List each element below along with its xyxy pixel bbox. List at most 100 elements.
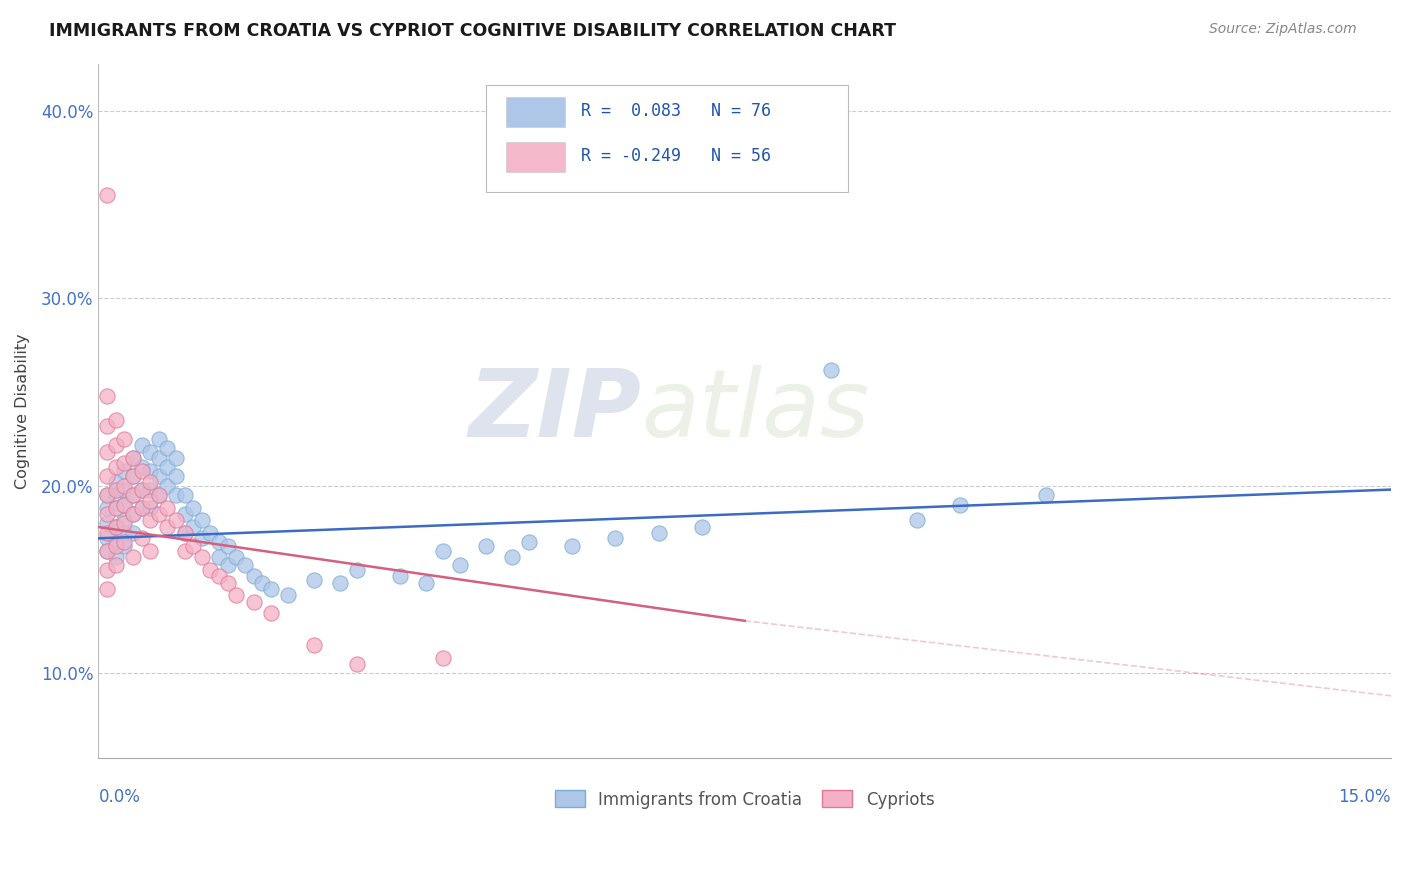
FancyBboxPatch shape [506,142,565,172]
Point [104,558,127,572]
Point [148,450,170,465]
Point [96,488,118,502]
Point [104,550,127,565]
Point [122,488,145,502]
Point [104,483,127,497]
Point [517,535,540,549]
Point [501,550,523,565]
Point [181,539,204,553]
Point [173,507,195,521]
Point [131,460,153,475]
Point [112,539,135,553]
Point [122,507,145,521]
Point [148,469,170,483]
Point [104,535,127,549]
Point [148,488,170,502]
Point [104,437,127,451]
Point [225,550,247,565]
Point [122,550,145,565]
Point [1035,488,1057,502]
Point [96,188,118,202]
Point [242,595,264,609]
Point [96,544,118,558]
Point [233,558,256,572]
Point [122,450,145,465]
Point [96,445,118,459]
Point [277,588,299,602]
Point [96,563,118,577]
Point [200,525,222,540]
Point [148,507,170,521]
Point [131,501,153,516]
Point [561,539,583,553]
Point [104,413,127,427]
Point [131,483,153,497]
Point [122,450,145,465]
Point [112,535,135,549]
Point [191,531,214,545]
Point [690,520,713,534]
Point [112,483,135,497]
Point [415,576,437,591]
Point [112,498,135,512]
Point [139,483,162,497]
Point [104,520,127,534]
Point [96,469,118,483]
Point [173,488,195,502]
Point [131,501,153,516]
Point [122,469,145,483]
Point [165,488,187,502]
Point [389,569,412,583]
Point [96,531,118,545]
Point [346,657,368,671]
Point [139,475,162,489]
Point [112,525,135,540]
Point [122,469,145,483]
Point [131,437,153,451]
Text: ZIP: ZIP [468,365,641,457]
Point [131,531,153,545]
Text: R =  0.083   N = 76: R = 0.083 N = 76 [581,102,770,120]
Point [139,544,162,558]
Point [96,582,118,596]
Point [165,450,187,465]
Point [432,651,454,665]
Point [181,520,204,534]
Point [200,563,222,577]
Point [250,576,273,591]
Legend: Immigrants from Croatia, Cypriots: Immigrants from Croatia, Cypriots [548,784,941,815]
Point [112,456,135,470]
Point [122,525,145,540]
Point [96,389,118,403]
Point [131,464,153,478]
Point [139,512,162,526]
Point [208,550,231,565]
Point [191,550,214,565]
Point [156,460,179,475]
Point [156,442,179,456]
Point [260,607,283,621]
Point [225,588,247,602]
Point [191,512,214,526]
Point [208,535,231,549]
Point [217,539,239,553]
Point [346,563,368,577]
Text: Source: ZipAtlas.com: Source: ZipAtlas.com [1209,22,1357,37]
Text: atlas: atlas [641,366,869,457]
Point [104,460,127,475]
Point [949,498,972,512]
FancyBboxPatch shape [506,96,565,128]
Point [605,531,627,545]
Point [104,501,127,516]
Y-axis label: Cognitive Disability: Cognitive Disability [15,333,30,489]
Point [104,475,127,489]
Point [302,573,325,587]
Point [139,464,162,478]
Point [329,576,352,591]
Point [449,558,471,572]
Point [156,501,179,516]
Point [148,432,170,446]
Point [217,558,239,572]
Point [96,418,118,433]
Point [432,544,454,558]
